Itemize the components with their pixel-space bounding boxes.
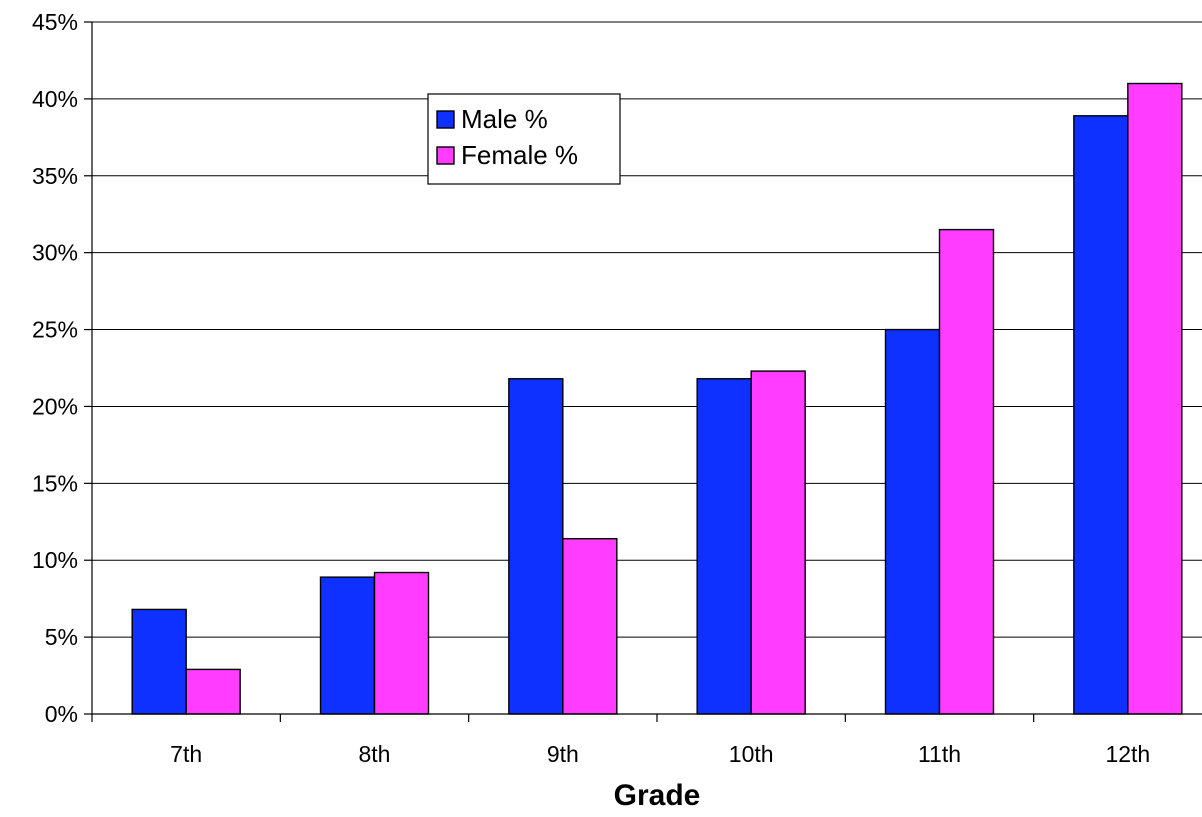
bar-female-12th — [1127, 82, 1183, 715]
y-tick-label: 40% — [32, 86, 78, 112]
y-tick-label: 15% — [32, 470, 78, 496]
axes — [91, 22, 1202, 715]
x-ticks: 7th 8th 9th 10th 11th 12th — [91, 714, 1150, 767]
x-tick-label: 8th — [359, 741, 391, 767]
y-tick-label: 30% — [32, 240, 78, 266]
y-tick-label: 0% — [45, 701, 78, 727]
y-tick-label: 5% — [45, 624, 78, 650]
y-tick-label: 20% — [32, 393, 78, 419]
bar-male-8th — [319, 576, 376, 715]
y-ticks: 0% 5% 10% 15% 20% 25% 30% 35% 40% 45% — [32, 9, 92, 727]
x-axis-title: Grade — [614, 779, 701, 812]
x-tick-label: 11th — [918, 741, 961, 767]
bar-female-10th — [750, 370, 806, 715]
bar-female-9th — [562, 537, 618, 715]
bar-male-7th — [131, 608, 187, 715]
bar-male-9th — [508, 378, 564, 715]
x-tick-label: 9th — [547, 741, 579, 767]
bar-female-7th — [185, 668, 241, 715]
y-tick-label: 45% — [32, 9, 78, 35]
legend-box — [427, 93, 621, 185]
legend-swatch — [436, 110, 455, 129]
legend-label: Male % — [461, 104, 548, 134]
bar-female-11th — [938, 228, 995, 715]
bar-male-11th — [884, 328, 941, 715]
gridlines — [92, 21, 1202, 638]
y-tick-label: 35% — [32, 163, 78, 189]
x-tick-label: 10th — [729, 741, 774, 767]
x-tick-label: 12th — [1105, 741, 1150, 767]
bar-male-12th — [1073, 115, 1129, 715]
bar-male-10th — [696, 378, 752, 715]
legend-label: Female % — [461, 140, 578, 170]
x-tick-label: 7th — [170, 741, 202, 767]
y-tick-label: 25% — [32, 317, 78, 343]
legend-swatch — [436, 146, 455, 165]
bars — [131, 82, 1183, 715]
legend: Male % Female % — [427, 93, 621, 185]
y-tick-label: 10% — [32, 547, 78, 573]
bar-female-8th — [373, 571, 430, 715]
